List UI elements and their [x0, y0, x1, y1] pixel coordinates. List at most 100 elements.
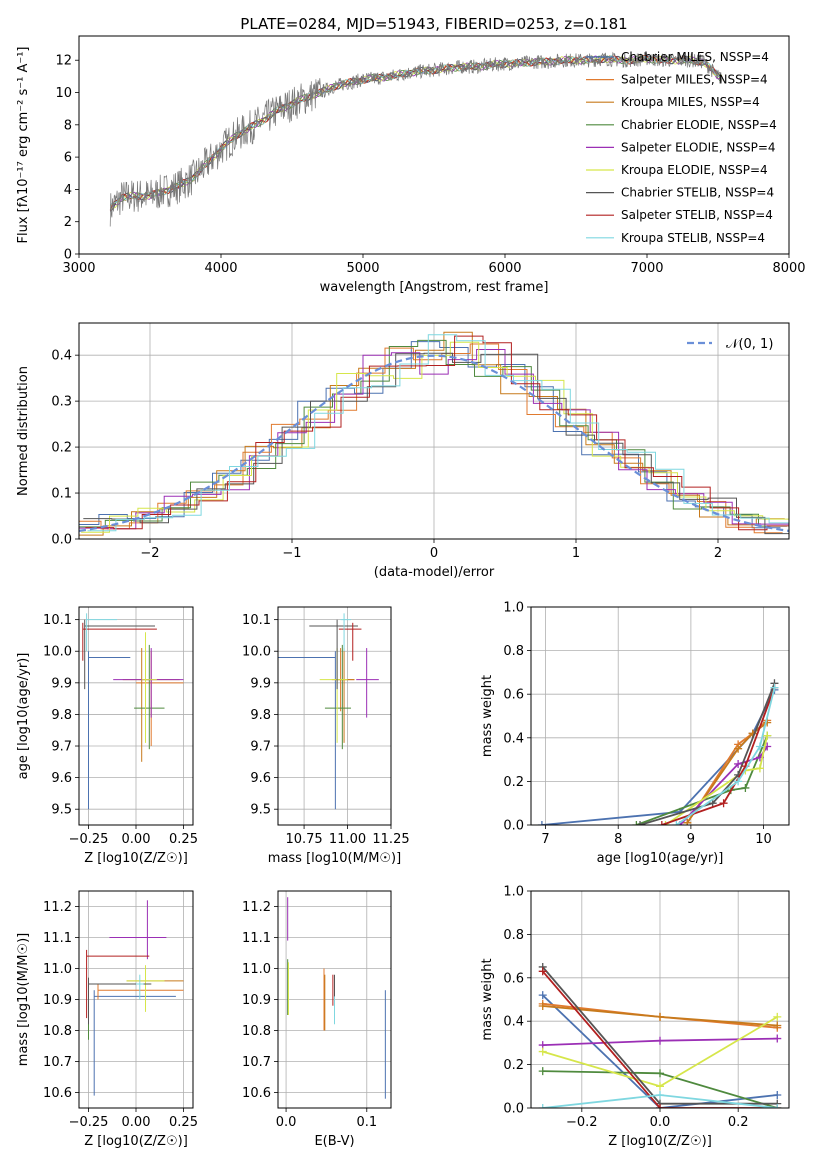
- spectrum-ytick-label: 6: [64, 151, 72, 166]
- weight_vs_Z-xtick-label: −0.2: [566, 1115, 598, 1130]
- mass_vs_Z-ytick-label: 11.0: [43, 962, 72, 977]
- mass_vs_Z-ytick-label: 10.6: [43, 1086, 72, 1101]
- spectrum-ytick-label: 10: [55, 86, 72, 101]
- weight_vs_Z-marker: [656, 1069, 664, 1078]
- residuals-ytick-label: 0.3: [51, 395, 72, 410]
- age_vs_Z-ytick-label: 9.8: [51, 708, 72, 723]
- mass_vs_Z-errorbar: [109, 900, 167, 960]
- age_vs_mass-ytick-label: 9.6: [250, 771, 271, 786]
- weight_vs_age-marker: [708, 799, 717, 808]
- weight_vs_age-ytick-label: 0.0: [503, 819, 524, 834]
- weight_vs_age-marker: [719, 799, 728, 808]
- age_vs_mass-errorbar: [356, 648, 379, 718]
- weight_vs_Z-ytick-label: 0.2: [503, 1058, 524, 1073]
- normal-legend-label: 𝒩(0, 1): [726, 337, 773, 352]
- spectrum-xtick-label: 6000: [488, 261, 521, 276]
- spectrum-legend-label: Kroupa ELODIE, NSSP=4: [621, 163, 768, 177]
- mass_vs_ebv-xlabel: E(B-V): [314, 1134, 354, 1149]
- mass_vs_Z-errorbar: [136, 974, 144, 1000]
- normal-curve: [79, 354, 789, 532]
- mass_vs_ebv-panel: 0.0 0.1 10.6 10.7 10.8 10.9 11.0 11.1 11.2 E(B-V): [242, 890, 392, 1149]
- residuals-ytick-label: 0.0: [51, 533, 72, 548]
- spectrum-xlabel: wavelength [Angstrom, rest frame]: [320, 280, 549, 295]
- age_vs_Z-ylabel: age [log10(age/yr)]: [16, 653, 31, 780]
- weight_vs_Z-ylabel: mass weight: [480, 958, 495, 1040]
- weight_vs_age-marker: [537, 821, 546, 825]
- spectrum-legend-label: Chabrier STELIB, NSSP=4: [621, 186, 774, 200]
- spectrum-xtick-label: 4000: [204, 261, 237, 276]
- residuals-xtick-label: −2: [140, 546, 159, 561]
- age_vs_Z-plot-area: [79, 607, 193, 825]
- weight_vs_Z-marker: [656, 1104, 664, 1108]
- age_vs_mass-ytick-label: 10.1: [242, 613, 271, 628]
- residuals-plot-area: [79, 323, 789, 539]
- mass_vs_Z-ytick-label: 11.1: [43, 931, 72, 946]
- residual-histogram-step: [79, 331, 785, 536]
- weight_vs_Z-marker: [538, 1002, 547, 1011]
- weight_vs_age-marker: [763, 731, 772, 740]
- mass_vs_Z-panel: −0.25 0.00 0.25 10.6 10.7 10.8 10.9 11.0 11.1 11.…: [16, 890, 198, 1149]
- age_vs_Z-errorbar: [141, 632, 157, 743]
- spectrum-ylabel: Flux [fλ10⁻¹⁷ erg cm⁻² s⁻¹ A⁻¹]: [16, 47, 31, 244]
- weight_vs_age-marker: [672, 821, 681, 825]
- spectrum-legend-label: Kroupa STELIB, NSSP=4: [621, 231, 765, 245]
- residual-histogram-step: [79, 343, 783, 534]
- spectrum-xtick-label: 7000: [630, 261, 663, 276]
- age_vs_mass-xtick-label: 11.25: [372, 832, 409, 847]
- weight_vs_age-xtick-label: 8: [614, 832, 622, 847]
- weight_vs_Z-xlabel: Z [log10(Z/Z☉)]: [608, 1134, 712, 1149]
- spectrum-legend-label: Salpeter ELODIE, NSSP=4: [621, 140, 776, 154]
- mass_vs_Z-errorbar: [93, 990, 176, 1096]
- mass_vs_ebv-ytick-label: 10.9: [242, 993, 271, 1008]
- age_vs_mass-xtick-label: 10.75: [285, 832, 322, 847]
- spectrum-ytick-label: 4: [64, 183, 72, 198]
- age_vs_mass-plot-area: [278, 607, 391, 825]
- age_vs_Z-ytick-label: 10.0: [43, 645, 72, 660]
- weight_vs_Z-panel: −0.2 0.0 0.2 0.0 0.2 0.4 0.6 0.8 1.0 Z [log10(Z/Z…: [480, 885, 790, 1149]
- mass_vs_Z-ytick-label: 10.7: [43, 1055, 72, 1070]
- mass_vs_ebv-ytick-label: 10.8: [242, 1024, 271, 1039]
- weight_vs_Z-marker: [773, 1034, 782, 1043]
- weight_vs_age-ytick-label: 1.0: [503, 601, 524, 616]
- age_vs_mass-errorbar: [319, 648, 348, 743]
- age_vs_Z-frame: [78, 606, 194, 826]
- age_vs_Z-errorbar: [82, 622, 157, 661]
- age_vs_Z-ytick-label: 9.7: [51, 740, 72, 755]
- age_vs_mass-xtick-label: 11.00: [329, 832, 366, 847]
- age_vs_Z-panel: −0.25 0.00 0.25 9.5 9.6 9.7 9.8 9.9 10.0 10.1 Z [l…: [16, 606, 198, 866]
- age_vs_mass-errorbar: [340, 613, 352, 652]
- residuals-ytick-label: 0.1: [51, 487, 72, 502]
- spectrum-legend-label: Chabrier ELODIE, NSSP=4: [621, 118, 777, 132]
- mass_vs_ebv-plot-area: [278, 891, 391, 1108]
- age_vs_mass-errorbar: [309, 619, 358, 690]
- weight_vs_age-marker: [657, 821, 666, 825]
- spectrum-model-line: [109, 54, 723, 207]
- spectrum-legend-label: Salpeter STELIB, NSSP=4: [621, 208, 773, 222]
- weight_vs_Z-marker: [538, 991, 547, 1000]
- weight_vs_age-marker: [661, 821, 670, 825]
- residual-histogram-step: [83, 352, 789, 535]
- weight_vs_age-ytick-label: 0.2: [503, 775, 524, 790]
- spectrum-xtick-label: 3000: [62, 261, 95, 276]
- weight_vs_age-series-line: [675, 687, 776, 825]
- spectrum-xtick-label: 5000: [346, 261, 379, 276]
- spectrum-legend-label: Salpeter MILES, NSSP=4: [621, 73, 768, 87]
- mass_vs_Z-xtick-label: 0.00: [122, 1115, 151, 1130]
- weight_vs_Z-marker: [656, 1090, 664, 1099]
- weight_vs_Z-marker: [538, 1104, 547, 1108]
- age_vs_mass-errorbar: [278, 651, 336, 810]
- weight_vs_Z-ytick-label: 0.6: [503, 971, 524, 986]
- weight_vs_age-marker: [636, 821, 645, 825]
- age_vs_mass-ytick-label: 10.0: [242, 645, 271, 660]
- mass_vs_Z-ytick-label: 10.9: [43, 993, 72, 1008]
- mass_vs_Z-errorbar: [126, 965, 165, 1012]
- age_vs_Z-errorbar: [136, 651, 184, 747]
- weight_vs_Z-ytick-label: 1.0: [503, 885, 524, 900]
- weight_vs_age-marker: [632, 821, 641, 825]
- spectrum-xtick-label: 8000: [772, 261, 805, 276]
- mass_vs_Z-ylabel: mass [log10(M/M☉)]: [16, 933, 31, 1066]
- weight_vs_age-ytick-label: 0.6: [503, 688, 524, 703]
- weight_vs_age-marker: [741, 783, 750, 792]
- spectrum-frame: [78, 35, 790, 255]
